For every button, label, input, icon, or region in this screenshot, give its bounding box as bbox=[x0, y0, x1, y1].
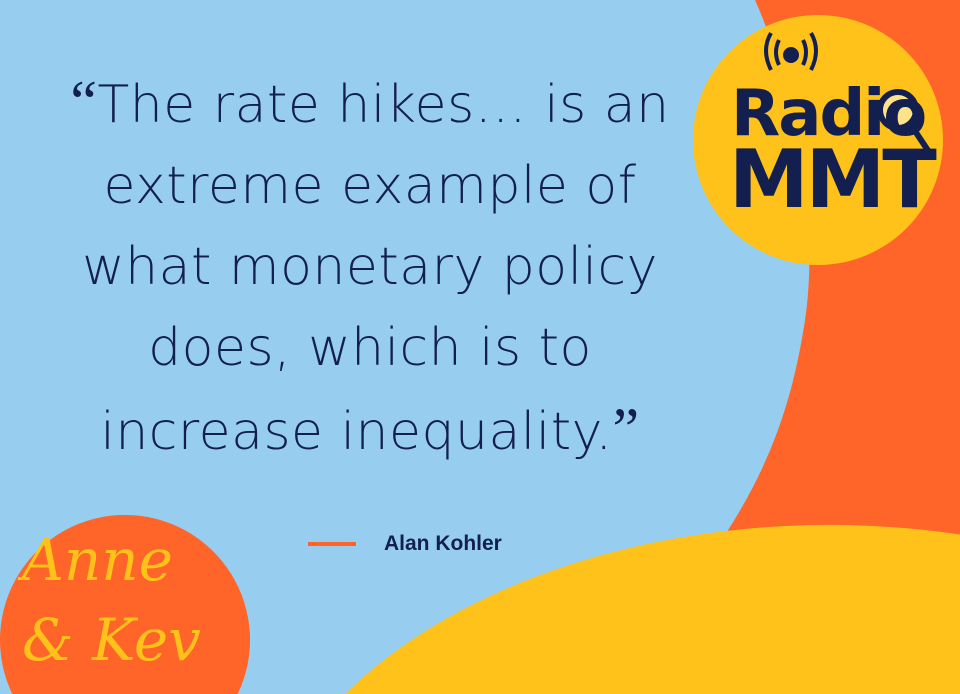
quote-line: increase inequality. bbox=[100, 402, 613, 462]
blue-background-shape bbox=[0, 0, 810, 694]
magnifier-icon bbox=[877, 89, 919, 131]
quote-line: extreme example of bbox=[103, 156, 637, 216]
author-name: Alan Kohler bbox=[384, 532, 502, 555]
radio-mmt-logo-line1: Radio bbox=[731, 77, 927, 151]
yellow-bottom-shape bbox=[345, 524, 960, 694]
open-quote-mark: “ bbox=[70, 69, 98, 135]
quote-attribution: Alan Kohler bbox=[308, 532, 502, 556]
close-quote-mark: ” bbox=[612, 396, 640, 462]
quote-line: does, which is to bbox=[148, 318, 592, 378]
quote-line: what monetary policy bbox=[82, 237, 658, 297]
radio-mmt-logo: Radio MMT bbox=[693, 15, 943, 265]
quote-line: The rate hikes… is an bbox=[97, 75, 670, 135]
anne-and-kev-logo-line2: & Kev bbox=[22, 606, 201, 674]
attribution-dash bbox=[308, 542, 356, 546]
quote-text: “The rate hikes… is an extreme example o… bbox=[40, 62, 700, 473]
radio-mmt-logo-line2: MMT bbox=[729, 133, 937, 226]
radio-tower-icon bbox=[764, 31, 934, 157]
anne-and-kev-logo-line1: Anne bbox=[22, 526, 173, 594]
anne-and-kev-logo-circle bbox=[0, 514, 251, 694]
